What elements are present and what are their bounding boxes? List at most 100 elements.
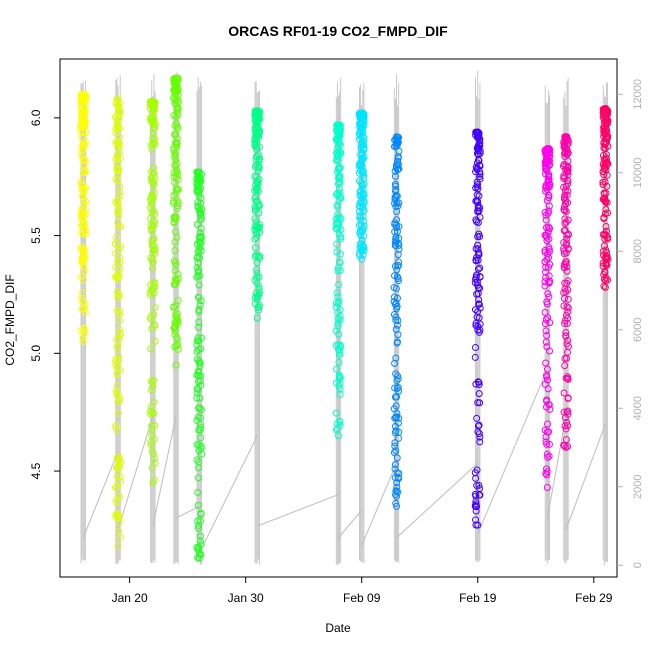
data-point [147,281,155,289]
data-point [334,319,342,327]
data-point [173,333,181,341]
data-point [599,178,607,186]
data-point [81,206,89,214]
data-point [474,378,482,386]
data-point [601,104,609,112]
data-point [603,106,611,114]
data-point [360,134,368,142]
data-point [474,219,482,227]
data-point [600,275,608,283]
data-point [542,359,550,367]
data-point [171,267,179,275]
data-point [392,164,400,172]
data-point [545,170,553,178]
data-point [253,266,261,274]
data-point [113,426,121,434]
data-point [79,214,87,222]
data-point [333,248,341,256]
data-point [170,86,178,94]
data-point [332,365,340,373]
data-point [151,174,159,182]
data-point [115,212,123,220]
data-point [148,378,156,386]
data-point [393,377,401,384]
data-point [256,289,263,297]
data-point [475,133,483,141]
data-point [112,422,120,430]
data-point [115,107,123,115]
data-point [336,306,344,314]
data-point [336,141,344,149]
data-point [356,113,364,121]
data-point [564,277,572,285]
data-point [336,213,344,221]
altitude-connector [396,462,479,539]
data-point [79,106,87,114]
data-point [543,450,551,458]
data-point [150,455,158,463]
data-point [392,203,400,211]
data-point [473,191,481,199]
data-point [560,302,568,310]
data-point [563,167,571,175]
data-point [333,289,341,297]
data-point [359,212,367,220]
data-point [476,273,484,281]
data-point [255,306,263,314]
data-point [392,285,400,293]
data-point [475,430,483,438]
y-tick-label: 5.5 [29,227,43,244]
right-y-tick-label: 8000 [632,239,644,263]
data-point [394,383,402,391]
data-point [112,100,120,108]
data-point [173,310,181,318]
data-point [564,442,572,450]
data-point [81,141,89,149]
data-point [114,257,122,265]
data-point [393,266,401,274]
data-point [543,465,550,473]
data-point [253,121,261,129]
data-point [255,202,263,210]
data-point [563,408,571,416]
data-point [357,216,365,224]
data-point [542,146,550,154]
data-point [602,260,610,268]
plot-frame [59,58,618,578]
data-point [81,157,89,165]
data-point [252,218,260,226]
data-point [394,137,402,145]
data-point [113,160,121,168]
data-point [150,217,158,225]
data-point [80,263,88,271]
data-point [254,179,262,187]
right-y-tick-label: 0 [632,562,644,568]
data-point [253,269,261,277]
data-point [392,487,400,495]
data-point [542,165,550,173]
data-point [172,131,180,139]
data-point [393,454,401,462]
data-point [116,265,124,273]
data-point [114,177,122,185]
data-point [472,275,480,283]
data-point [251,107,259,115]
data-point [194,202,202,210]
data-point [149,265,157,273]
data-point [599,168,607,176]
data-point [543,156,551,164]
data-point [564,394,572,402]
y-tick-label: 6.0 [29,109,43,126]
data-point [391,196,399,204]
data-point [251,141,259,149]
data-point [79,247,87,255]
data-point [472,507,480,515]
data-point [79,276,87,284]
data-point [394,488,402,496]
data-point [253,184,261,192]
data-point [171,153,179,161]
data-point [251,244,259,252]
data-point [542,438,550,446]
data-point [194,268,202,276]
